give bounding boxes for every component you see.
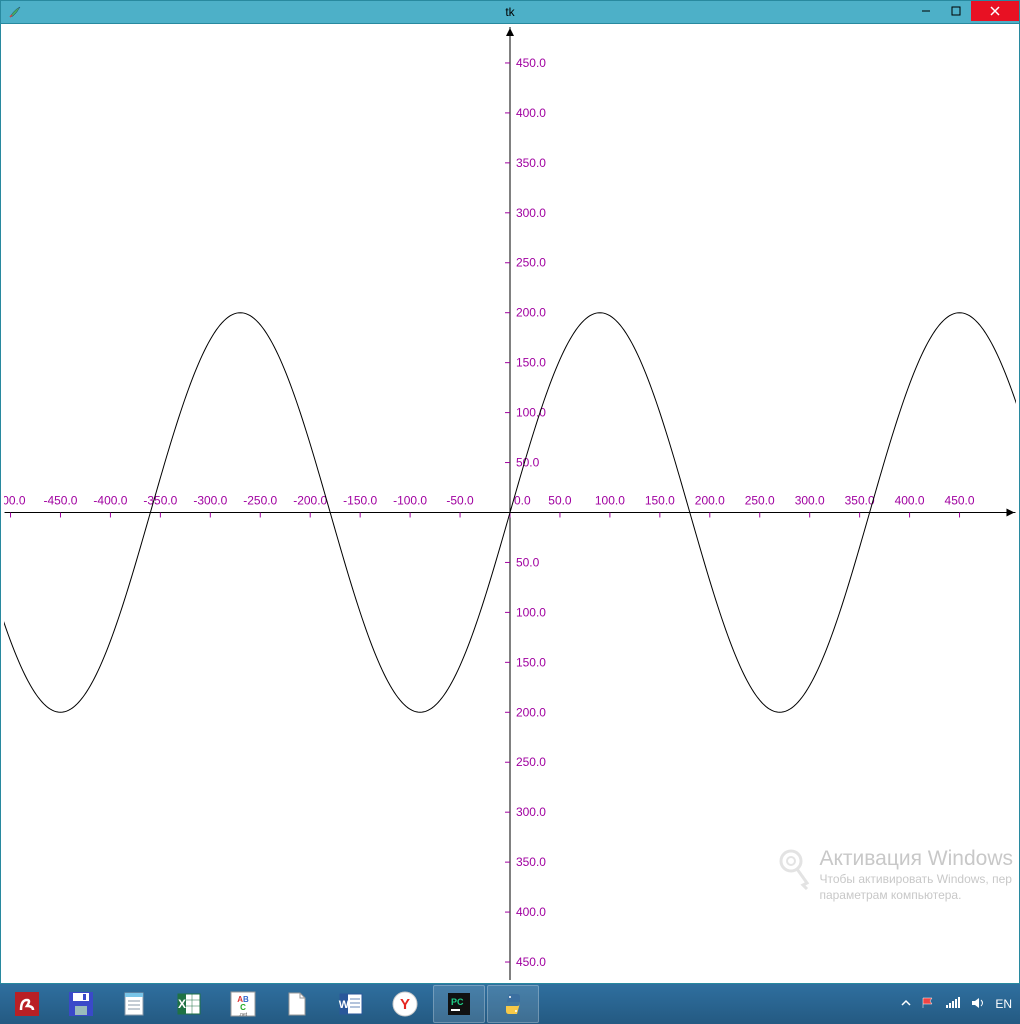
taskbar[interactable]: X ABC.net W Y PC EN xyxy=(0,984,1020,1024)
y-tick-label: 400.0 xyxy=(516,905,546,919)
x-tick-label: -100.0 xyxy=(393,493,427,507)
y-tick-label: 350.0 xyxy=(516,156,546,170)
tray-wifi-icon[interactable] xyxy=(945,997,961,1012)
system-tray[interactable]: EN xyxy=(901,996,1020,1013)
y-tick-label: 250.0 xyxy=(516,256,546,270)
y-tick-label: 100.0 xyxy=(516,605,546,619)
x-tick-label: 50.0 xyxy=(548,493,572,507)
tray-chevron-up-icon[interactable] xyxy=(901,997,911,1011)
y-tick-label: 200.0 xyxy=(516,705,546,719)
tray-volume-icon[interactable] xyxy=(971,997,985,1012)
x-tick-label: -300.0 xyxy=(193,493,227,507)
x-tick-label: 0.0 xyxy=(514,493,531,507)
taskbar-item-save-disk[interactable] xyxy=(55,985,107,1023)
svg-text:X: X xyxy=(178,997,186,1011)
x-tick-label: -200.0 xyxy=(293,493,327,507)
y-tick-label: 250.0 xyxy=(516,755,546,769)
x-tick-label: 400.0 xyxy=(895,493,925,507)
svg-text:PC: PC xyxy=(451,997,464,1007)
y-tick-label: 300.0 xyxy=(516,805,546,819)
tray-flag-icon[interactable] xyxy=(921,996,935,1013)
x-tick-label: 150.0 xyxy=(645,493,675,507)
svg-text:Y: Y xyxy=(400,996,410,1013)
y-tick-label: 150.0 xyxy=(516,655,546,669)
y-tick-label: 50.0 xyxy=(516,456,540,470)
window-controls xyxy=(911,1,1019,21)
x-tick-label: 450.0 xyxy=(945,493,975,507)
x-tick-label: -450.0 xyxy=(44,493,78,507)
svg-text:.net: .net xyxy=(239,1012,248,1018)
taskbar-item-abc-net[interactable]: ABC.net xyxy=(217,985,269,1023)
y-tick-label: 200.0 xyxy=(516,306,546,320)
tk-feather-icon xyxy=(7,4,23,20)
taskbar-item-python[interactable] xyxy=(487,985,539,1023)
y-tick-label: 350.0 xyxy=(516,855,546,869)
taskbar-item-excel[interactable]: X xyxy=(163,985,215,1023)
tray-language[interactable]: EN xyxy=(995,997,1012,1011)
close-button[interactable] xyxy=(971,1,1019,21)
plot-canvas: 500.0 -450.0 -400.0 -350.0 -300.0 -250.0 -200.… xyxy=(4,27,1016,980)
y-tick-label: 450.0 xyxy=(516,56,546,70)
x-tick-label: -50.0 xyxy=(446,493,474,507)
x-tick-label: -250.0 xyxy=(243,493,277,507)
app-window: tk 500.0 -450.0 -400.0 -350.0 -300.0 -250.0 -2… xyxy=(0,0,1020,984)
plot-svg: 500.0 -450.0 -400.0 -350.0 -300.0 -250.0 -200.… xyxy=(4,27,1016,980)
x-tick-label: 300.0 xyxy=(795,493,825,507)
x-tick-label: 250.0 xyxy=(745,493,775,507)
minimize-button[interactable] xyxy=(911,1,941,21)
x-tick-label: 350.0 xyxy=(845,493,875,507)
y-tick-label: 150.0 xyxy=(516,356,546,370)
taskbar-item-pycharm[interactable]: PC xyxy=(433,985,485,1023)
svg-text:C: C xyxy=(240,1003,246,1012)
y-tick-label: 50.0 xyxy=(516,555,540,569)
x-tick-label: -400.0 xyxy=(93,493,127,507)
x-tick-label: -150.0 xyxy=(343,493,377,507)
taskbar-item-yandex[interactable]: Y xyxy=(379,985,431,1023)
svg-text:W: W xyxy=(339,999,350,1011)
titlebar[interactable]: tk xyxy=(1,1,1019,24)
taskbar-item-word[interactable]: W xyxy=(325,985,377,1023)
x-tick-label: 500.0 xyxy=(4,493,26,507)
y-tick-label: 400.0 xyxy=(516,106,546,120)
maximize-button[interactable] xyxy=(941,1,971,21)
taskbar-item-document[interactable] xyxy=(271,985,323,1023)
x-tick-label: -350.0 xyxy=(143,493,177,507)
x-tick-label: 100.0 xyxy=(595,493,625,507)
y-tick-label: 300.0 xyxy=(516,206,546,220)
x-tick-label: 200.0 xyxy=(695,493,725,507)
window-title: tk xyxy=(505,5,514,19)
taskbar-item-notepad[interactable] xyxy=(109,985,161,1023)
y-tick-label: 450.0 xyxy=(516,955,546,969)
taskbar-item-adobe-reader[interactable] xyxy=(1,985,53,1023)
